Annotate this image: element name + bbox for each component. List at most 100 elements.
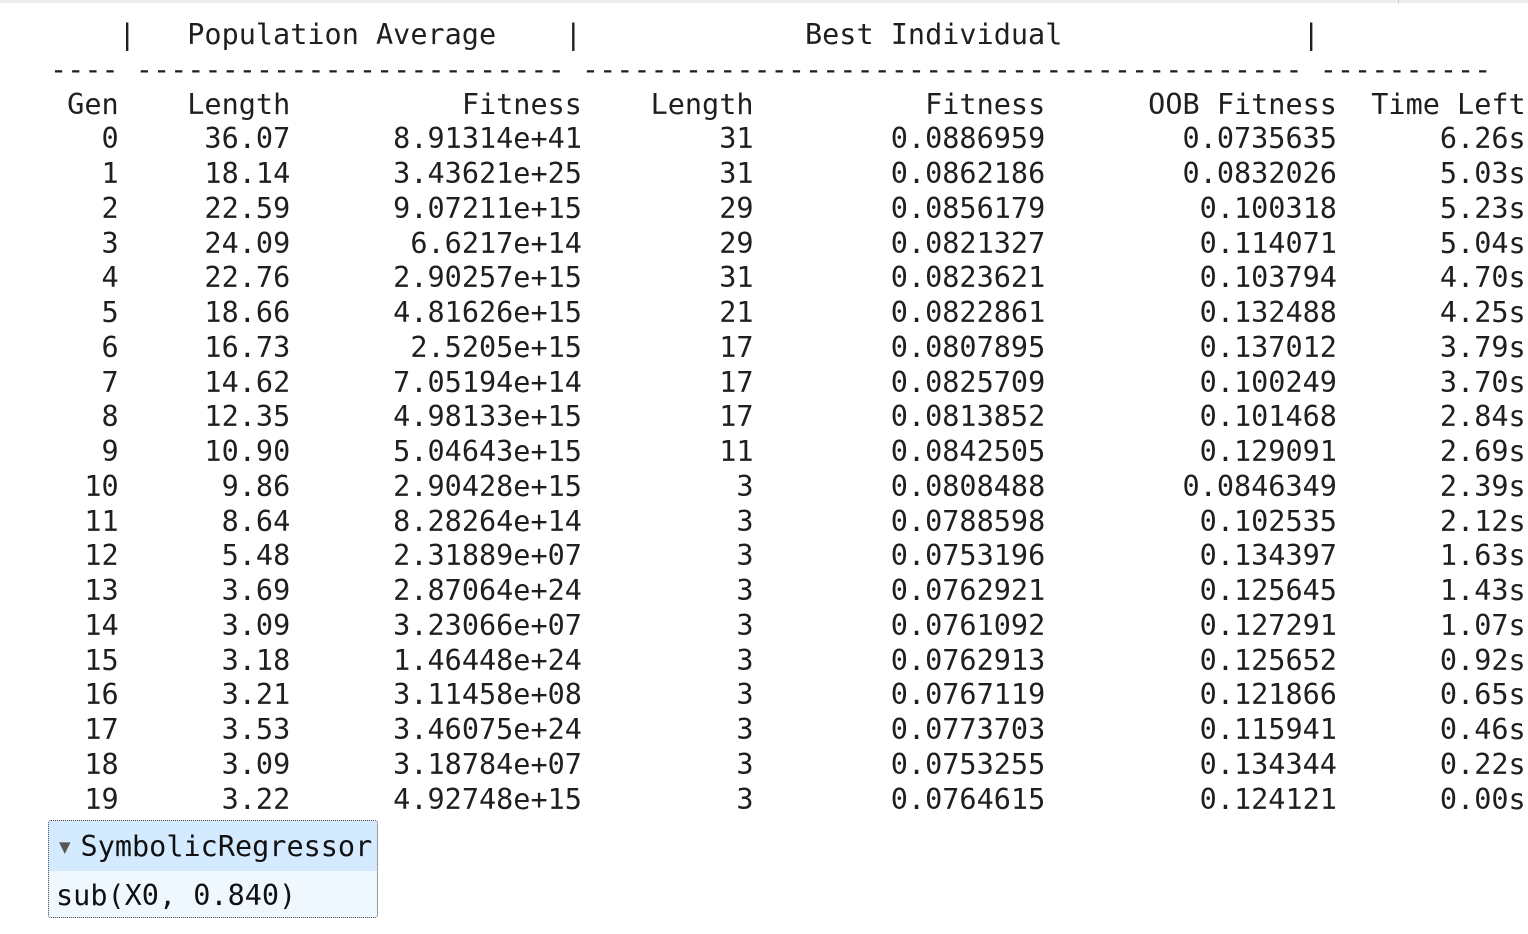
log-cell-2: 1.46448e+24 — [290, 643, 582, 677]
log-cell-0: 17 — [50, 713, 119, 746]
log-cell-4: 0.0823621 — [753, 261, 1046, 295]
log-row: 0 36.07 8.91314e+41 31 0.0886959 0.07356… — [50, 122, 1526, 157]
log-cell-2: 8.91314e+41 — [290, 122, 582, 156]
log-cell-5: 0.132488 — [1045, 296, 1337, 329]
log-cell-2: 2.87064e+24 — [290, 574, 582, 607]
log-row: 17 3.53 3.46075e+24 3 0.0773703 0.115941… — [50, 713, 1525, 748]
log-cell-5: 0.0832026 — [1045, 157, 1337, 190]
log-cell-1: 10.90 — [118, 435, 291, 468]
log-cell-3: 3 — [581, 782, 754, 816]
log-cell-3: 3 — [581, 539, 754, 573]
log-cell-5: 0.0735635 — [1045, 122, 1337, 156]
log-cell-1: 3.69 — [118, 574, 291, 607]
log-cell-6: 2.12s — [1336, 504, 1526, 538]
log-row: 14 3.09 3.23066e+07 3 0.0761092 0.127291… — [50, 608, 1526, 644]
estimator-widget[interactable]: ▼ SymbolicRegressor sub(X0, 0.840) — [48, 820, 378, 918]
column-header-cell: Time Left — [1336, 87, 1526, 121]
log-group-header: | Population Average | Best Individual | — [50, 18, 1320, 51]
log-cell-4: 0.0773703 — [753, 713, 1046, 746]
log-cell-4: 0.0761092 — [753, 608, 1046, 642]
column-header-cell: OOB Fitness — [1045, 87, 1337, 121]
log-cell-3: 31 — [581, 261, 754, 295]
log-cell-6: 0.92s — [1336, 643, 1526, 677]
log-cell-4: 0.0886959 — [753, 122, 1046, 156]
log-cell-2: 4.98133e+15 — [290, 400, 582, 434]
log-cell-5: 0.125645 — [1045, 574, 1337, 607]
log-cell-6: 2.39s — [1336, 469, 1526, 503]
log-cell-1: 14.62 — [118, 365, 291, 399]
log-cell-1: 24.09 — [118, 226, 291, 260]
log-cell-0: 6 — [50, 330, 119, 364]
log-cell-5: 0.115941 — [1045, 713, 1337, 746]
log-cell-4: 0.0762913 — [753, 643, 1046, 677]
log-row: 9 10.90 5.04643e+15 11 0.0842505 0.12909… — [50, 435, 1525, 470]
log-cell-6: 3.70s — [1336, 365, 1526, 399]
log-cell-6: 0.00s — [1336, 782, 1526, 816]
log-cell-6: 1.43s — [1336, 574, 1526, 607]
log-cell-5: 0.102535 — [1045, 504, 1337, 538]
log-row: 18 3.09 3.18784e+07 3 0.0753255 0.134344… — [50, 747, 1525, 783]
column-header-cell: Gen — [50, 87, 119, 121]
log-cell-5: 0.125652 — [1045, 643, 1337, 677]
log-cell-2: 2.5205e+15 — [290, 330, 582, 364]
log-row: 12 5.48 2.31889e+07 3 0.0753196 0.134397… — [50, 539, 1526, 574]
top-border — [0, 0, 1528, 3]
collapse-caret-icon[interactable]: ▼ — [59, 838, 71, 856]
log-cell-2: 4.81626e+15 — [290, 296, 582, 329]
log-cell-5: 0.101468 — [1045, 400, 1337, 434]
log-row: 7 14.62 7.05194e+14 17 0.0825709 0.10024… — [50, 365, 1526, 401]
log-cell-1: 9.86 — [118, 469, 291, 503]
log-cell-4: 0.0825709 — [753, 365, 1046, 399]
log-cell-2: 6.6217e+14 — [290, 226, 582, 260]
log-cell-6: 5.23s — [1336, 191, 1526, 225]
log-cell-2: 4.92748e+15 — [290, 782, 582, 816]
log-cell-3: 3 — [581, 747, 754, 781]
log-cell-6: 2.84s — [1336, 400, 1526, 434]
log-cell-6: 1.07s — [1336, 608, 1526, 642]
log-cell-6: 3.79s — [1336, 330, 1526, 364]
log-cell-5: 0.114071 — [1045, 226, 1337, 260]
log-cell-4: 0.0767119 — [753, 678, 1046, 712]
log-row: 5 18.66 4.81626e+15 21 0.0822861 0.13248… — [50, 296, 1525, 331]
log-cell-3: 29 — [581, 191, 754, 225]
log-cell-2: 3.46075e+24 — [290, 713, 582, 746]
log-cell-3: 21 — [581, 296, 754, 329]
log-row: 4 22.76 2.90257e+15 31 0.0823621 0.10379… — [50, 261, 1525, 296]
column-header-cell: Fitness — [290, 87, 582, 121]
log-cell-1: 3.18 — [118, 643, 291, 677]
log-cell-4: 0.0807895 — [753, 330, 1046, 364]
estimator-toggle[interactable]: ▼ SymbolicRegressor — [49, 821, 377, 871]
log-cell-0: 12 — [50, 539, 119, 573]
log-cell-2: 2.31889e+07 — [290, 539, 582, 573]
log-cell-4: 0.0764615 — [753, 782, 1046, 816]
log-cell-5: 0.100249 — [1045, 365, 1337, 399]
log-cell-1: 22.59 — [118, 191, 291, 225]
log-cell-0: 11 — [50, 504, 119, 538]
log-cell-0: 2 — [50, 191, 119, 225]
log-row: 11 8.64 8.28264e+14 3 0.0788598 0.102535… — [50, 504, 1526, 540]
log-cell-0: 1 — [50, 157, 119, 190]
log-row: 15 3.18 1.46448e+24 3 0.0762913 0.125652… — [50, 643, 1526, 679]
log-cell-0: 3 — [50, 226, 119, 260]
column-header-cell: Length — [118, 87, 291, 121]
log-cell-4: 0.0753196 — [753, 539, 1046, 573]
log-cell-6: 1.63s — [1336, 539, 1526, 573]
log-cell-3: 3 — [581, 574, 754, 607]
top-border-tick — [1398, 0, 1399, 4]
log-cell-5: 0.137012 — [1045, 330, 1337, 364]
log-cell-1: 3.09 — [118, 747, 291, 781]
log-cell-5: 0.127291 — [1045, 608, 1337, 642]
log-row: 13 3.69 2.87064e+24 3 0.0762921 0.125645… — [50, 574, 1526, 609]
log-cell-2: 2.90428e+15 — [290, 469, 582, 503]
log-cell-0: 0 — [50, 122, 119, 156]
log-cell-6: 0.65s — [1336, 678, 1526, 712]
log-cell-0: 13 — [50, 574, 119, 607]
log-cell-4: 0.0788598 — [753, 504, 1046, 538]
log-cell-6: 6.26s — [1336, 122, 1526, 156]
log-cell-3: 3 — [581, 469, 754, 503]
log-cell-5: 0.134344 — [1045, 747, 1337, 781]
log-row: 16 3.21 3.11458e+08 3 0.0767119 0.121866… — [50, 678, 1526, 713]
log-separator: ---- ------------------------- ---------… — [50, 52, 1492, 86]
log-cell-3: 17 — [581, 330, 754, 364]
log-cell-5: 0.129091 — [1045, 435, 1337, 468]
